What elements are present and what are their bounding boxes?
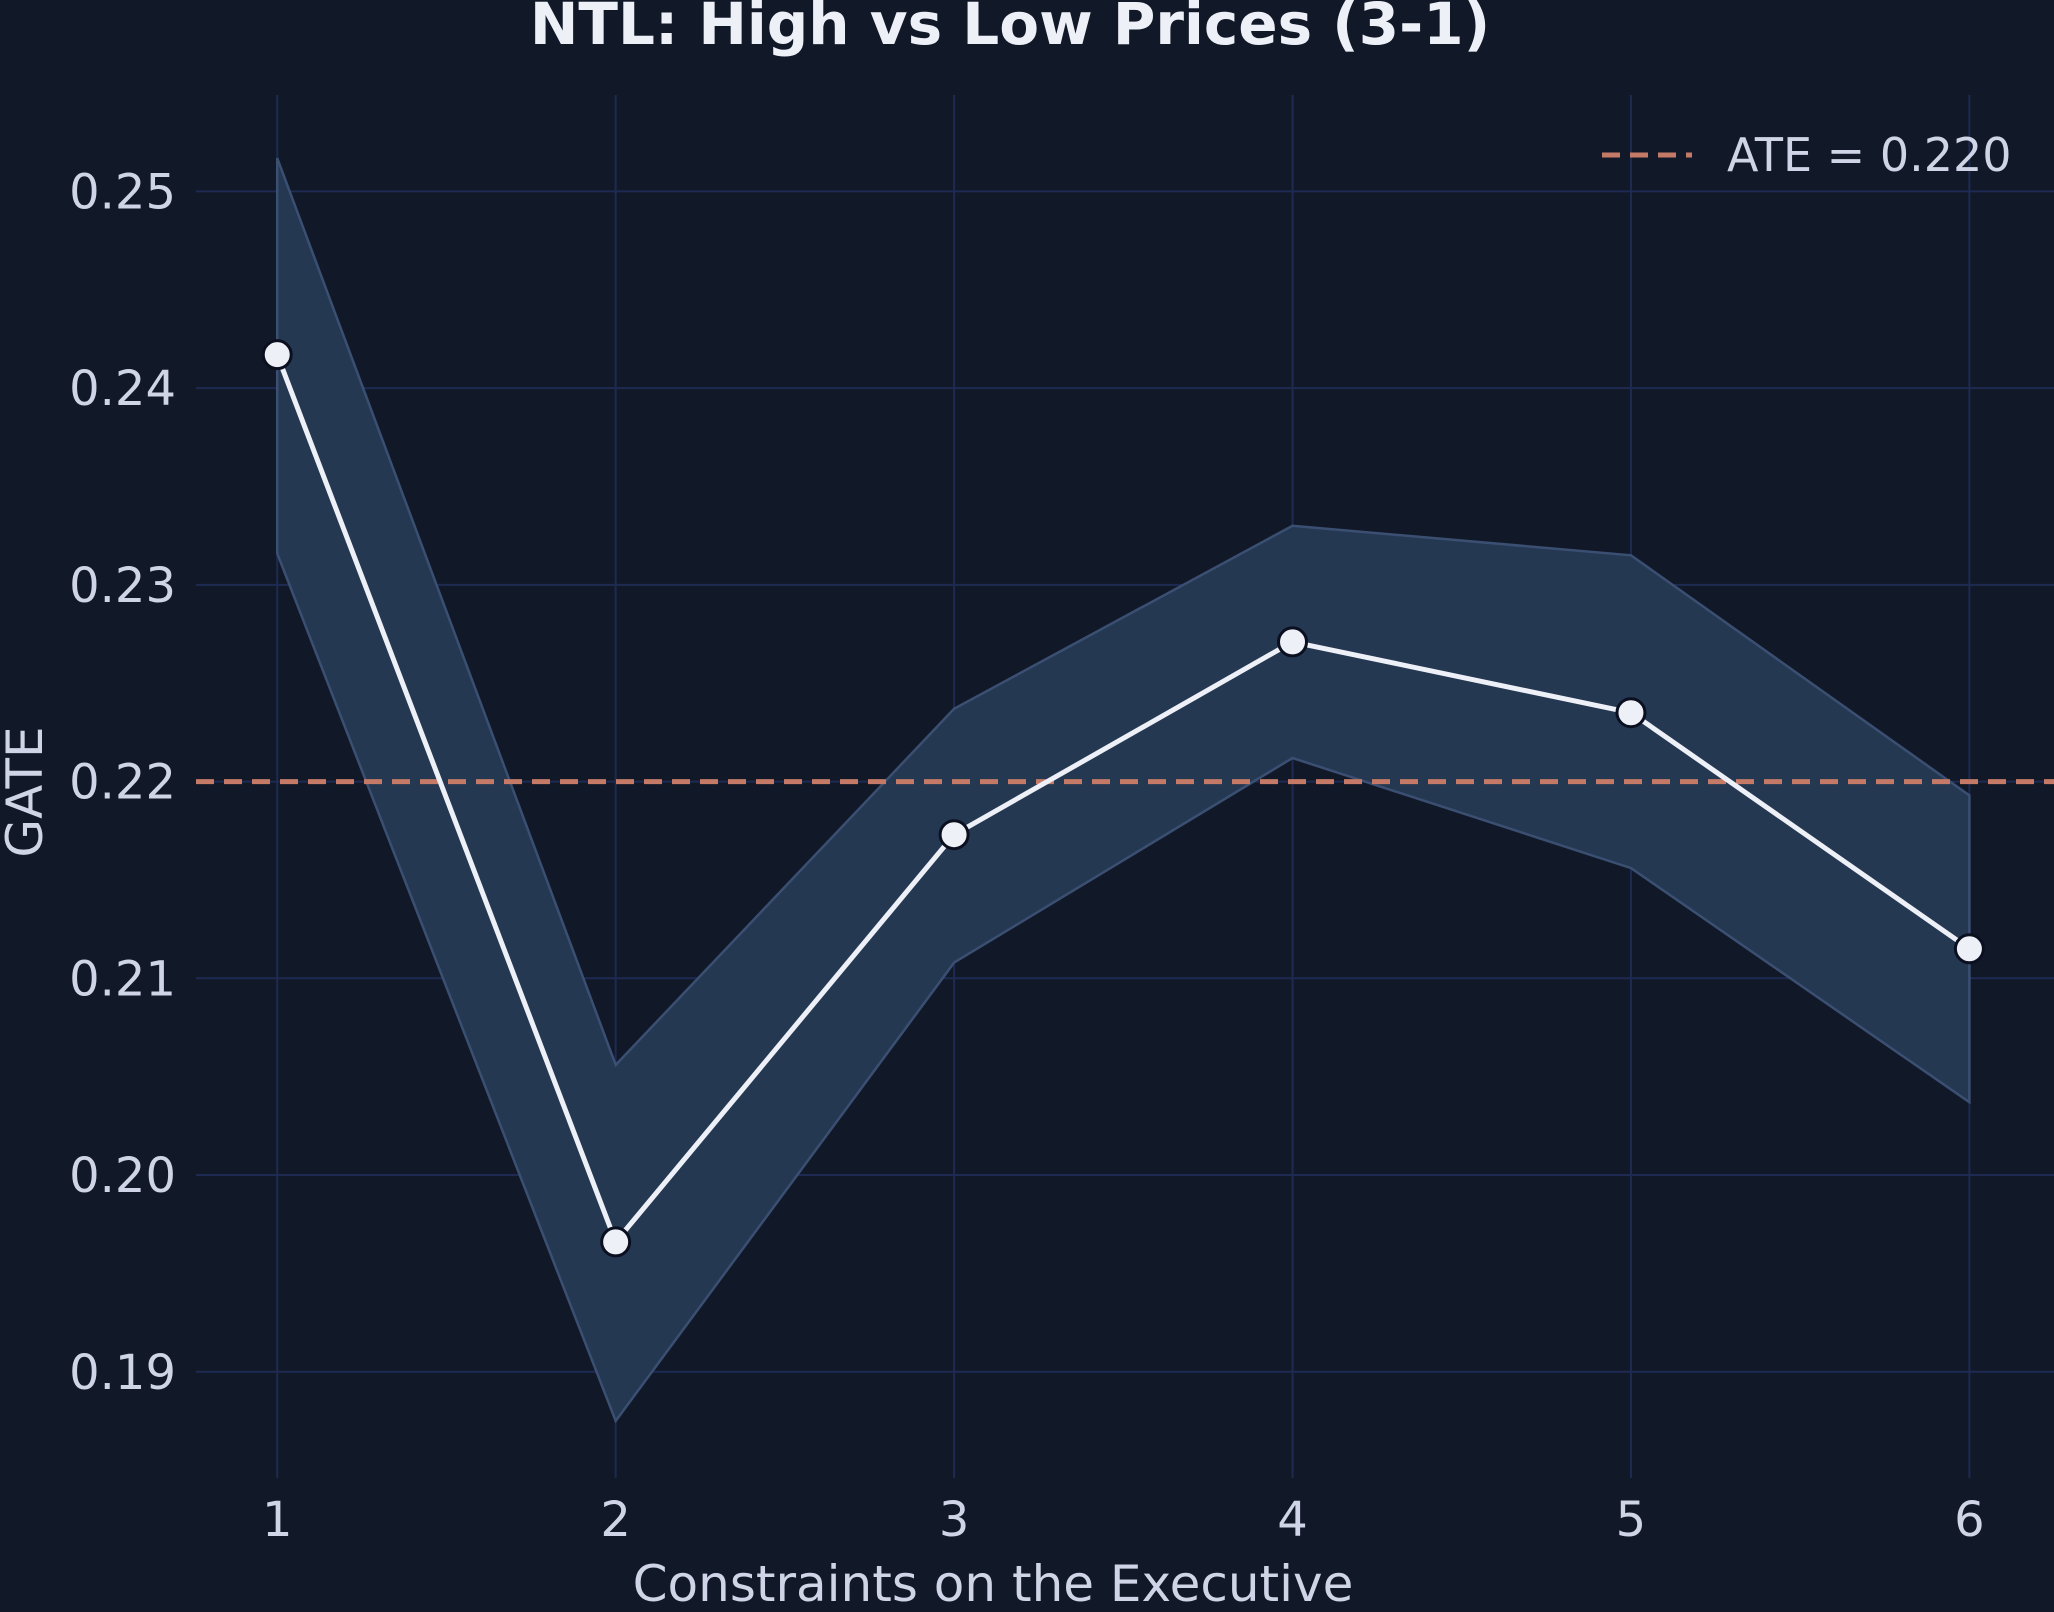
- x-tick-label: 6: [1954, 1492, 1985, 1548]
- confidence-band-area: [275, 157, 1971, 1424]
- y-tick-label: 0.20: [69, 1148, 176, 1204]
- data-point: [1953, 933, 1985, 965]
- x-tick-label: 2: [600, 1492, 631, 1548]
- data-point: [261, 339, 293, 371]
- data-point: [600, 1226, 632, 1258]
- x-tick-label: 4: [1277, 1492, 1308, 1548]
- legend-label-reference: ATE = 0.220: [1727, 128, 2012, 182]
- x-axis-ticks: 1 2 3 4 5 6: [262, 1492, 1985, 1548]
- y-tick-label: 0.25: [69, 164, 176, 220]
- data-point: [1277, 626, 1309, 658]
- x-axis-label: Constraints on the Executive: [633, 1555, 1354, 1612]
- legend: ATE = 0.220: [1602, 128, 2012, 182]
- series-line-group: [274, 353, 1971, 1245]
- y-tick-label: 0.21: [69, 951, 176, 1007]
- y-axis-label: GATE: [0, 726, 54, 857]
- data-point: [938, 819, 970, 851]
- y-axis-ticks: 0.19 0.20 0.21 0.22 0.23 0.24 0.25: [69, 164, 176, 1400]
- data-points: [261, 339, 1985, 1258]
- x-tick-label: 3: [939, 1492, 970, 1548]
- x-tick-label: 5: [1616, 1492, 1647, 1548]
- y-tick-label: 0.24: [69, 361, 176, 417]
- series-line: [274, 353, 1971, 1245]
- y-tick-label: 0.22: [69, 755, 176, 811]
- y-tick-label: 0.19: [69, 1345, 176, 1401]
- y-tick-label: 0.23: [69, 558, 176, 614]
- confidence-band: [275, 157, 1971, 1424]
- chart-title: NTL: High vs Low Prices (3-1): [530, 0, 1490, 58]
- data-point: [1615, 697, 1647, 729]
- x-tick-label: 1: [262, 1492, 293, 1548]
